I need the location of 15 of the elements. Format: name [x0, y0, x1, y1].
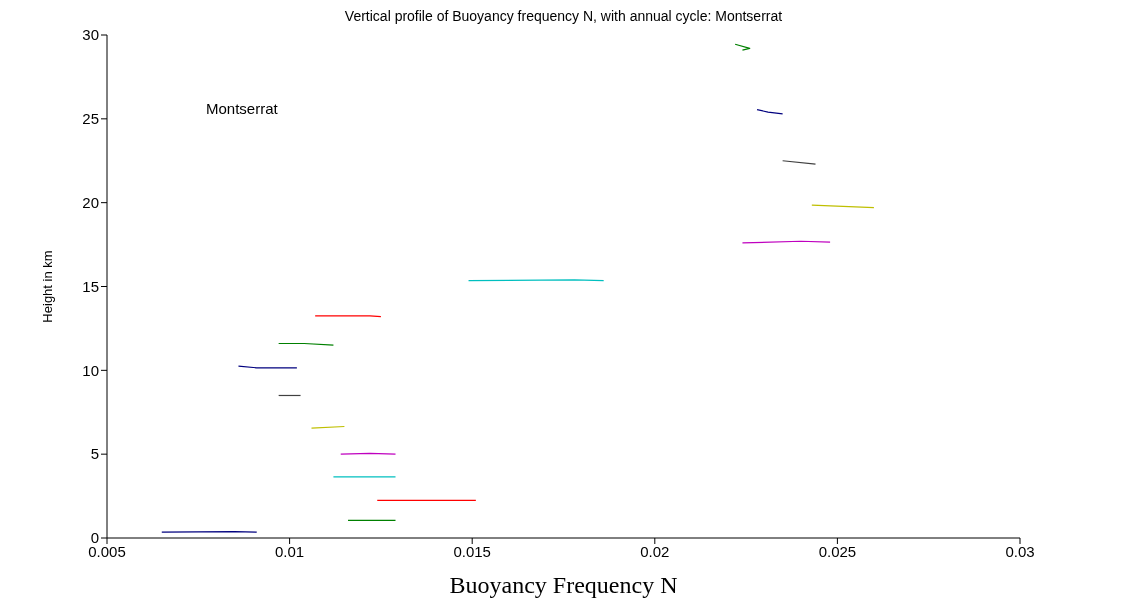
- y-tick-label: 10: [82, 361, 99, 379]
- x-tick-label: 0.03: [1005, 542, 1035, 560]
- x-tick-label: 0.01: [275, 542, 305, 560]
- y-tick-label: 5: [90, 445, 99, 463]
- y-tick-label: 20: [82, 193, 99, 211]
- y-tick-label: 25: [82, 110, 99, 128]
- x-tick-label: 0.02: [640, 542, 670, 560]
- y-axis-title: Height in km: [39, 250, 55, 323]
- chart-title: Vertical profile of Buoyancy frequency N, with annual cycle: Montserrat: [343, 8, 784, 24]
- annotation: Montserrat: [206, 100, 278, 117]
- x-axis-title: Buoyancy Frequency N: [449, 572, 678, 598]
- y-tick-label: 15: [82, 277, 99, 295]
- x-tick-label: 0.015: [453, 542, 491, 560]
- x-tick-label: 0.025: [818, 542, 857, 560]
- y-tick-label: 30: [82, 26, 99, 44]
